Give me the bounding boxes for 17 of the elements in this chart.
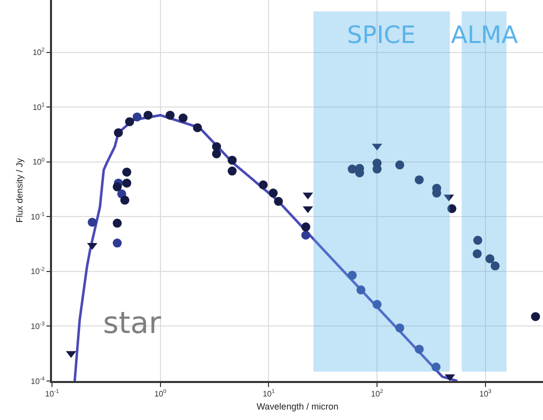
- x-tick-label: 10$^{-1}$: [45, 388, 59, 398]
- y-tick-label: 10$^{-3}$: [30, 322, 45, 332]
- y-tick-label: 10$^{2}$: [32, 48, 45, 58]
- x-axis-title: Wavelength / micron: [256, 402, 338, 412]
- y-tick-label: 10$^{1}$: [32, 102, 45, 112]
- annotation: star: [103, 306, 162, 341]
- band-label: SPICE: [347, 21, 416, 49]
- x-tick-label: 10$^{1}$: [262, 388, 275, 398]
- x-tick-label: 10$^{3}$: [479, 388, 492, 398]
- x-tick-label: 10$^{0}$: [154, 388, 166, 398]
- y-tick-label: 10$^{0}$: [32, 157, 45, 167]
- y-tick-label: 10$^{-2}$: [30, 266, 45, 276]
- y-axis-title: Flux density / Jy: [14, 158, 25, 223]
- y-tick-label: 10$^{-4}$: [30, 376, 45, 386]
- band-label: ALMA: [451, 21, 518, 49]
- x-tick-label: 10$^{2}$: [371, 388, 384, 398]
- y-tick-label: 10$^{-1}$: [30, 212, 45, 222]
